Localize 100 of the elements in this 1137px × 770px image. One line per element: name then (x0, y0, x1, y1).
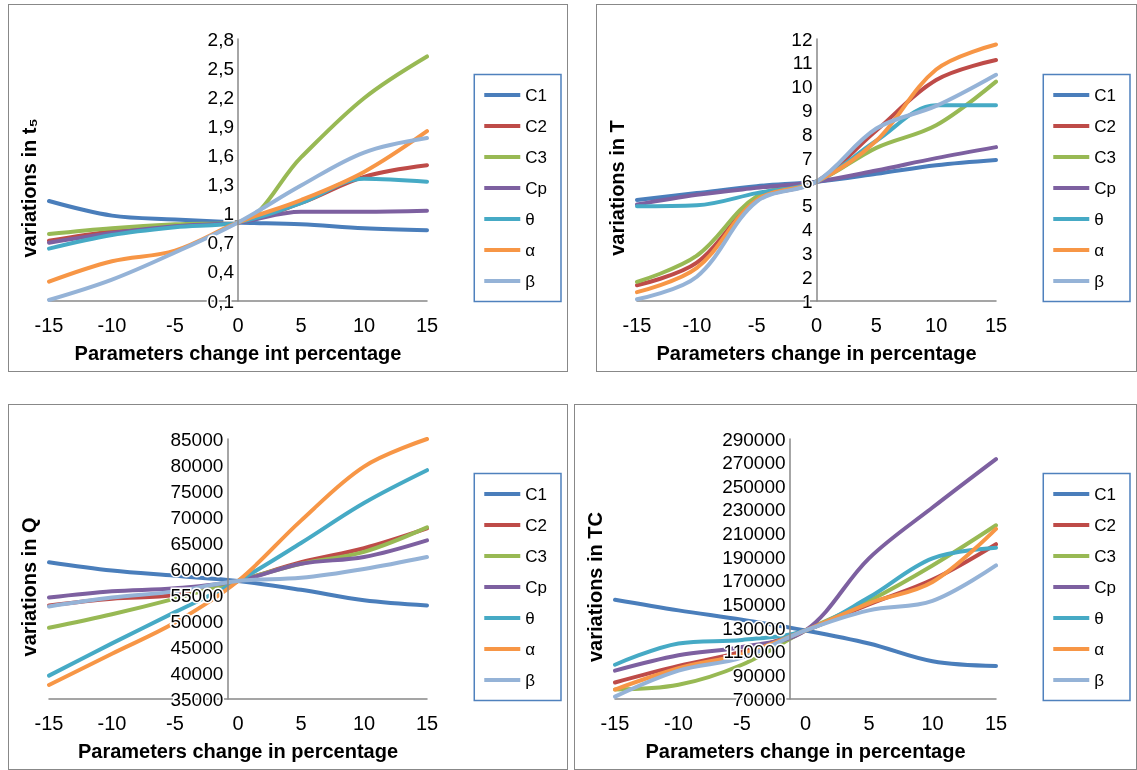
y-tick-label: 150000 (722, 593, 786, 615)
y-tick-label: 9 (801, 99, 813, 121)
legend-label: C2 (525, 116, 547, 136)
x-tick-label: -5 (747, 314, 766, 336)
x-tick-label: 10 (921, 712, 944, 734)
y-axis-title: variations in T (606, 120, 628, 256)
x-tick-label: -10 (97, 314, 127, 336)
x-tick-label: 5 (295, 314, 307, 336)
legend-label: C2 (1094, 116, 1116, 136)
x-tick-label: -15 (34, 314, 64, 336)
legend-label: θ (1094, 209, 1104, 229)
legend-label: β (1094, 670, 1105, 690)
x-tick-label: 15 (415, 712, 439, 734)
x-axis-title: Parameters change in percentage (77, 740, 399, 762)
y-tick-label: 2,5 (207, 57, 234, 79)
x-tick-label: 15 (984, 314, 1008, 336)
legend-label: C3 (1094, 546, 1116, 566)
legend-label: α (525, 639, 536, 659)
y-tick-label: 75000 (170, 480, 224, 502)
y-tick-label: 65000 (170, 532, 224, 554)
x-tick-label: -10 (664, 712, 693, 734)
x-tick-label: 15 (415, 314, 439, 336)
y-tick-label: 80000 (170, 454, 224, 476)
legend-label: C3 (1094, 147, 1116, 167)
y-tick-label: 5 (801, 195, 813, 217)
y-tick-label: 8 (801, 123, 813, 145)
y-tick-label: 55000 (170, 584, 224, 606)
y-axis-title: variations in Q (18, 517, 40, 657)
y-tick-label: 45000 (170, 636, 224, 658)
y-tick-label: 1,6 (207, 144, 234, 166)
y-tick-label: 90000 (732, 664, 786, 686)
legend-label: Cp (1094, 178, 1116, 198)
legend-label: θ (525, 209, 535, 229)
y-tick-label: 1 (223, 203, 234, 225)
y-tick-label: 190000 (722, 546, 786, 568)
x-tick-label: 15 (984, 712, 1008, 734)
line-series (47, 199, 429, 233)
y-tick-label: 1,9 (207, 115, 234, 137)
legend-label: β (525, 271, 536, 291)
legend-label: C1 (1094, 85, 1116, 105)
y-axis-title: variations in TC (584, 511, 606, 663)
legend-label: Cp (525, 178, 547, 198)
y-tick-label: 230000 (722, 499, 786, 521)
legend-label: β (1094, 271, 1105, 291)
legend-label: C2 (525, 515, 547, 535)
legend-label: α (1094, 639, 1105, 659)
x-tick-label: 10 (925, 314, 948, 336)
legend-label: α (525, 240, 536, 260)
x-tick-label: -5 (733, 712, 751, 734)
x-tick-label: 0 (232, 712, 244, 734)
legend-label: C1 (525, 85, 547, 105)
x-tick-label: 0 (232, 314, 244, 336)
y-tick-label: 2,2 (207, 86, 234, 108)
x-tick-label: -5 (166, 314, 184, 336)
x-tick-label: 5 (870, 314, 882, 336)
y-tick-label: 110000 (723, 641, 786, 663)
x-axis-title: Parameters change int percentage (74, 342, 402, 364)
x-tick-label: 5 (295, 712, 307, 734)
x-tick-label: -15 (622, 314, 652, 336)
legend-label: C3 (525, 546, 547, 566)
y-tick-label: 40000 (170, 662, 224, 684)
legend-label: θ (525, 608, 535, 628)
x-tick-label: 5 (863, 712, 875, 734)
x-axis-title: Parameters change in percentage (656, 342, 977, 364)
line-series (613, 597, 998, 668)
y-tick-label: 60000 (170, 558, 224, 580)
x-tick-label: -10 (682, 314, 712, 336)
legend-label: θ (1094, 608, 1104, 628)
x-tick-label: 0 (810, 314, 823, 336)
y-tick-label: 1 (801, 290, 813, 312)
y-tick-label: 290000 (722, 428, 786, 450)
y-tick-label: 2 (801, 266, 813, 288)
y-tick-label: 210000 (722, 523, 786, 545)
y-tick-label: 250000 (722, 475, 786, 497)
y-tick-label: 1,3 (207, 174, 234, 196)
legend-label: β (525, 670, 536, 690)
legend-label: Cp (1094, 577, 1116, 597)
y-tick-label: 70000 (170, 506, 224, 528)
y-axis-title: variations in t₅ (18, 118, 40, 258)
legend-label: α (1094, 240, 1105, 260)
y-tick-label: 85000 (170, 428, 224, 450)
y-tick-label: 0,1 (207, 290, 234, 312)
x-tick-label: -15 (600, 712, 630, 734)
x-axis-title: Parameters change in percentage (645, 740, 966, 762)
y-tick-label: 6 (801, 171, 813, 193)
y-tick-label: 2,8 (207, 28, 234, 50)
y-tick-label: 3 (801, 242, 813, 264)
y-tick-label: 7 (801, 147, 813, 169)
legend-label: C2 (1094, 515, 1116, 535)
y-tick-label: 270000 (722, 452, 786, 474)
x-tick-label: -10 (97, 712, 127, 734)
y-tick-label: 130000 (722, 617, 786, 639)
y-tick-label: 70000 (732, 688, 786, 710)
legend-label: Cp (525, 577, 547, 597)
legend-label: C1 (525, 484, 547, 504)
y-tick-label: 10 (791, 76, 813, 98)
legend-label: C3 (525, 147, 547, 167)
x-tick-label: -15 (34, 712, 64, 734)
y-tick-label: 170000 (722, 570, 786, 592)
y-tick-label: 0,7 (207, 232, 234, 254)
